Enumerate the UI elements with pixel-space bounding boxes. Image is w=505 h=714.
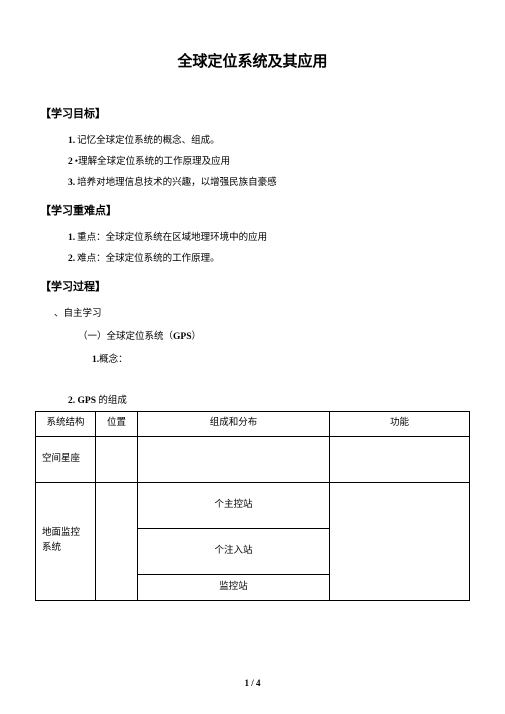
th-distribution: 组成和分布 [138,412,330,436]
page-footer: 1 / 4 [0,676,505,690]
th-function: 功能 [330,412,470,436]
key-item: 1.重点：全球定位系统在区域地理环境中的应用 [68,231,465,246]
item-text: 难点：全球定位系统的工作原理。 [77,254,220,264]
self-study-label: 、自主学习 [54,307,465,322]
section-goals-head: 【学习目标】 [40,106,465,124]
gps-heading: （一）全球定位系统（GPS） [54,330,465,345]
cell-space: 空间星座 [36,436,96,482]
th-location: 位置 [96,412,138,436]
item-text: 重点：全球定位系统在区域地理环境中的应用 [77,233,267,243]
key-item: 2.难点：全球定位系统的工作原理。 [68,252,465,267]
document-page: 全球定位系统及其应用 【学习目标】 1.记忆全球定位系统的概念、组成。 2•理解… [0,0,505,621]
table-header-row: 系统结构 位置 组成和分布 功能 [36,412,470,436]
caption-num: 2. [68,396,75,406]
item-text: 培养对地理信息技术的兴趣，以增强民族自豪感 [77,178,277,188]
cell-empty [330,482,470,600]
cell-empty [96,482,138,600]
cell-empty [330,436,470,482]
item-number: 2. [68,254,75,264]
gps-components-table: 系统结构 位置 组成和分布 功能 空间星座 地面监控系统 个主控站 个注入站 [35,411,470,600]
caption-rest: 的组成 [96,396,127,406]
item-number: 2 [68,157,73,167]
item-text: 记忆全球定位系统的概念、组成。 [77,136,220,146]
concept-line: 1.概念： [54,353,465,368]
gps-suffix: ） [192,332,202,342]
table-row: 地面监控系统 个主控站 [36,482,470,528]
goals-list: 1.记忆全球定位系统的概念、组成。 2•理解全球定位系统的工作原理及应用 3.培… [40,134,465,192]
gps-prefix: （一）全球定位系统（ [78,332,173,342]
th-structure: 系统结构 [36,412,96,436]
item-number: 3. [68,178,75,188]
gps-bold: GPS [173,332,191,342]
concept-label: 概念： [99,355,128,365]
item-number: 1. [68,136,75,146]
table-caption: 2. GPS 的组成 [40,394,465,409]
goal-item: 3.培养对地理信息技术的兴趣，以增强民族自豪感 [68,176,465,191]
goal-item: 2•理解全球定位系统的工作原理及应用 [68,155,465,170]
item-text: •理解全球定位系统的工作原理及应用 [75,157,230,167]
page-title: 全球定位系统及其应用 [40,50,465,74]
keys-list: 1.重点：全球定位系统在区域地理环境中的应用 2.难点：全球定位系统的工作原理。 [40,231,465,267]
table-row: 空间星座 [36,436,470,482]
goal-item: 1.记忆全球定位系统的概念、组成。 [68,134,465,149]
cell-master-station: 个主控站 [138,482,330,528]
cell-ground: 地面监控系统 [36,482,96,600]
caption-bold: GPS [78,396,96,406]
process-block: 、自主学习 （一）全球定位系统（GPS） 1.概念： [40,307,465,369]
cell-monitor-station: 监控站 [138,574,330,600]
cell-inject-station: 个注入站 [138,528,330,574]
section-key-head: 【学习重难点】 [40,203,465,221]
cell-empty [96,436,138,482]
item-number: 1. [68,233,75,243]
cell-empty [138,436,330,482]
section-process-head: 【学习过程】 [40,279,465,297]
